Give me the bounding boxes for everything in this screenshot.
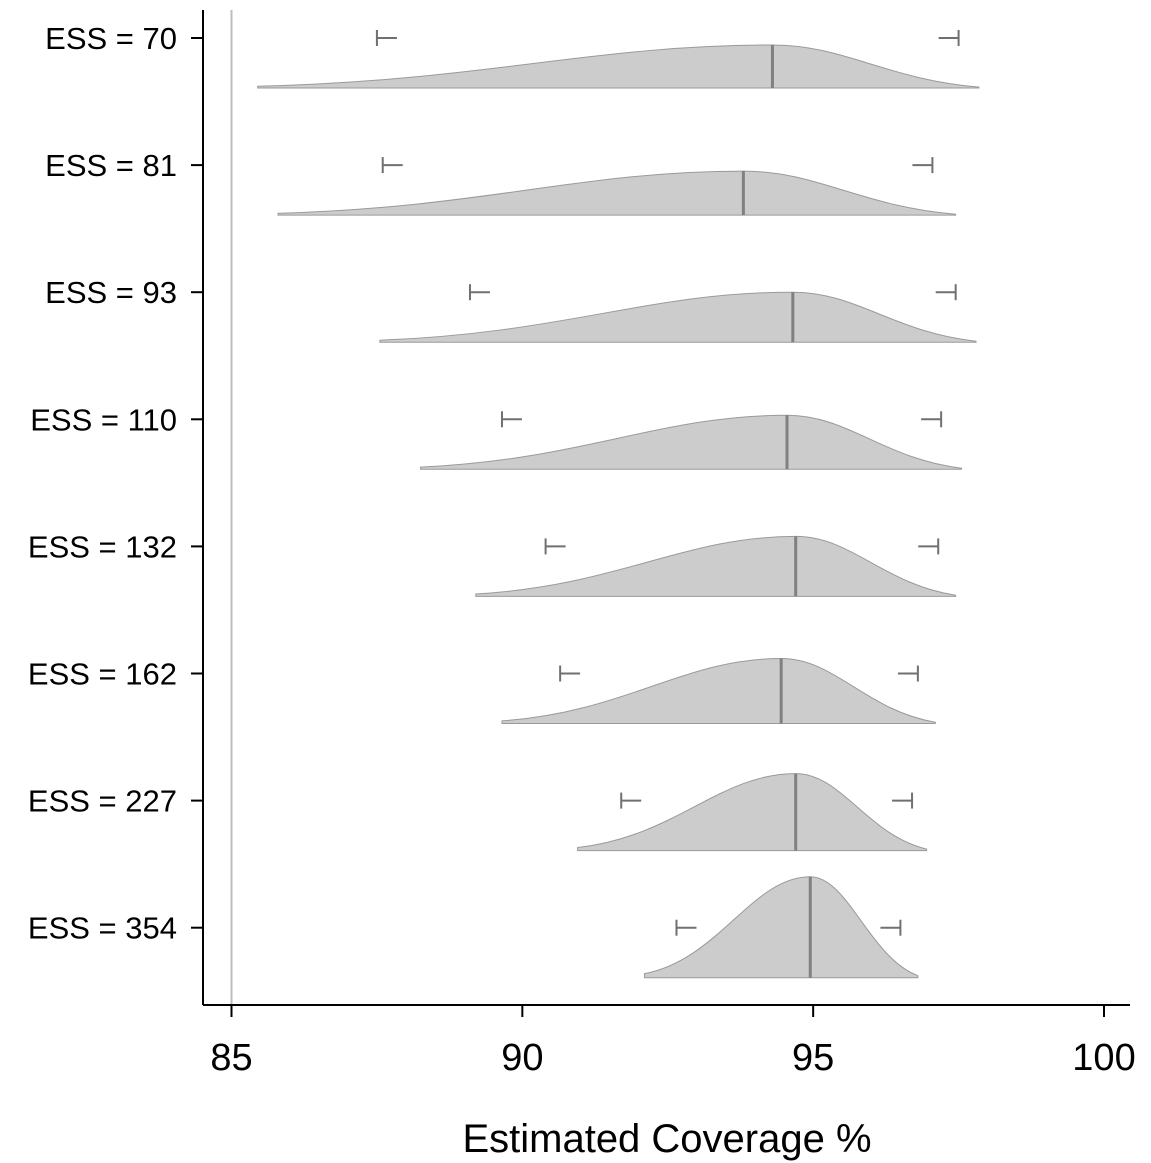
ridge-2 — [277, 157, 957, 216]
ridge-4 — [420, 411, 962, 470]
y-tick-label: ESS = 162 — [28, 657, 177, 692]
x-tick-label: 95 — [792, 1037, 834, 1079]
ridge-3 — [379, 284, 977, 343]
x-tick-label: 90 — [501, 1037, 543, 1079]
y-tick-label: ESS = 81 — [45, 148, 177, 183]
y-tick-label: ESS = 93 — [45, 275, 177, 310]
ridge-1 — [257, 30, 980, 89]
y-tick-label: ESS = 70 — [45, 21, 177, 56]
ridge-7 — [577, 773, 928, 852]
density-shape — [257, 44, 980, 89]
y-tick-label: ESS = 132 — [28, 529, 177, 564]
ridge-6 — [501, 657, 936, 724]
y-tick-label: ESS = 227 — [28, 784, 177, 819]
density-shape — [577, 773, 928, 852]
x-tick-label: 100 — [1072, 1037, 1135, 1079]
density-shape — [379, 291, 977, 343]
x-axis: 85 90 95 100 — [203, 1004, 1136, 1079]
y-tick-label: ESS = 110 — [30, 402, 177, 437]
ridge-5 — [475, 535, 957, 597]
x-axis-label: Estimated Coverage % — [462, 1117, 871, 1161]
ridges-group — [230, 10, 980, 1005]
y-axis: ESS = 70 ESS = 81 ESS = 93 ESS = 110 ESS = 1… — [28, 10, 204, 1005]
ridge-8 — [643, 876, 919, 979]
density-shape — [277, 170, 957, 216]
density-shape — [475, 535, 957, 597]
density-shape — [420, 414, 962, 470]
y-tick-label: ESS = 354 — [28, 911, 177, 946]
x-tick-label: 85 — [210, 1037, 252, 1079]
density-shape — [501, 657, 936, 724]
